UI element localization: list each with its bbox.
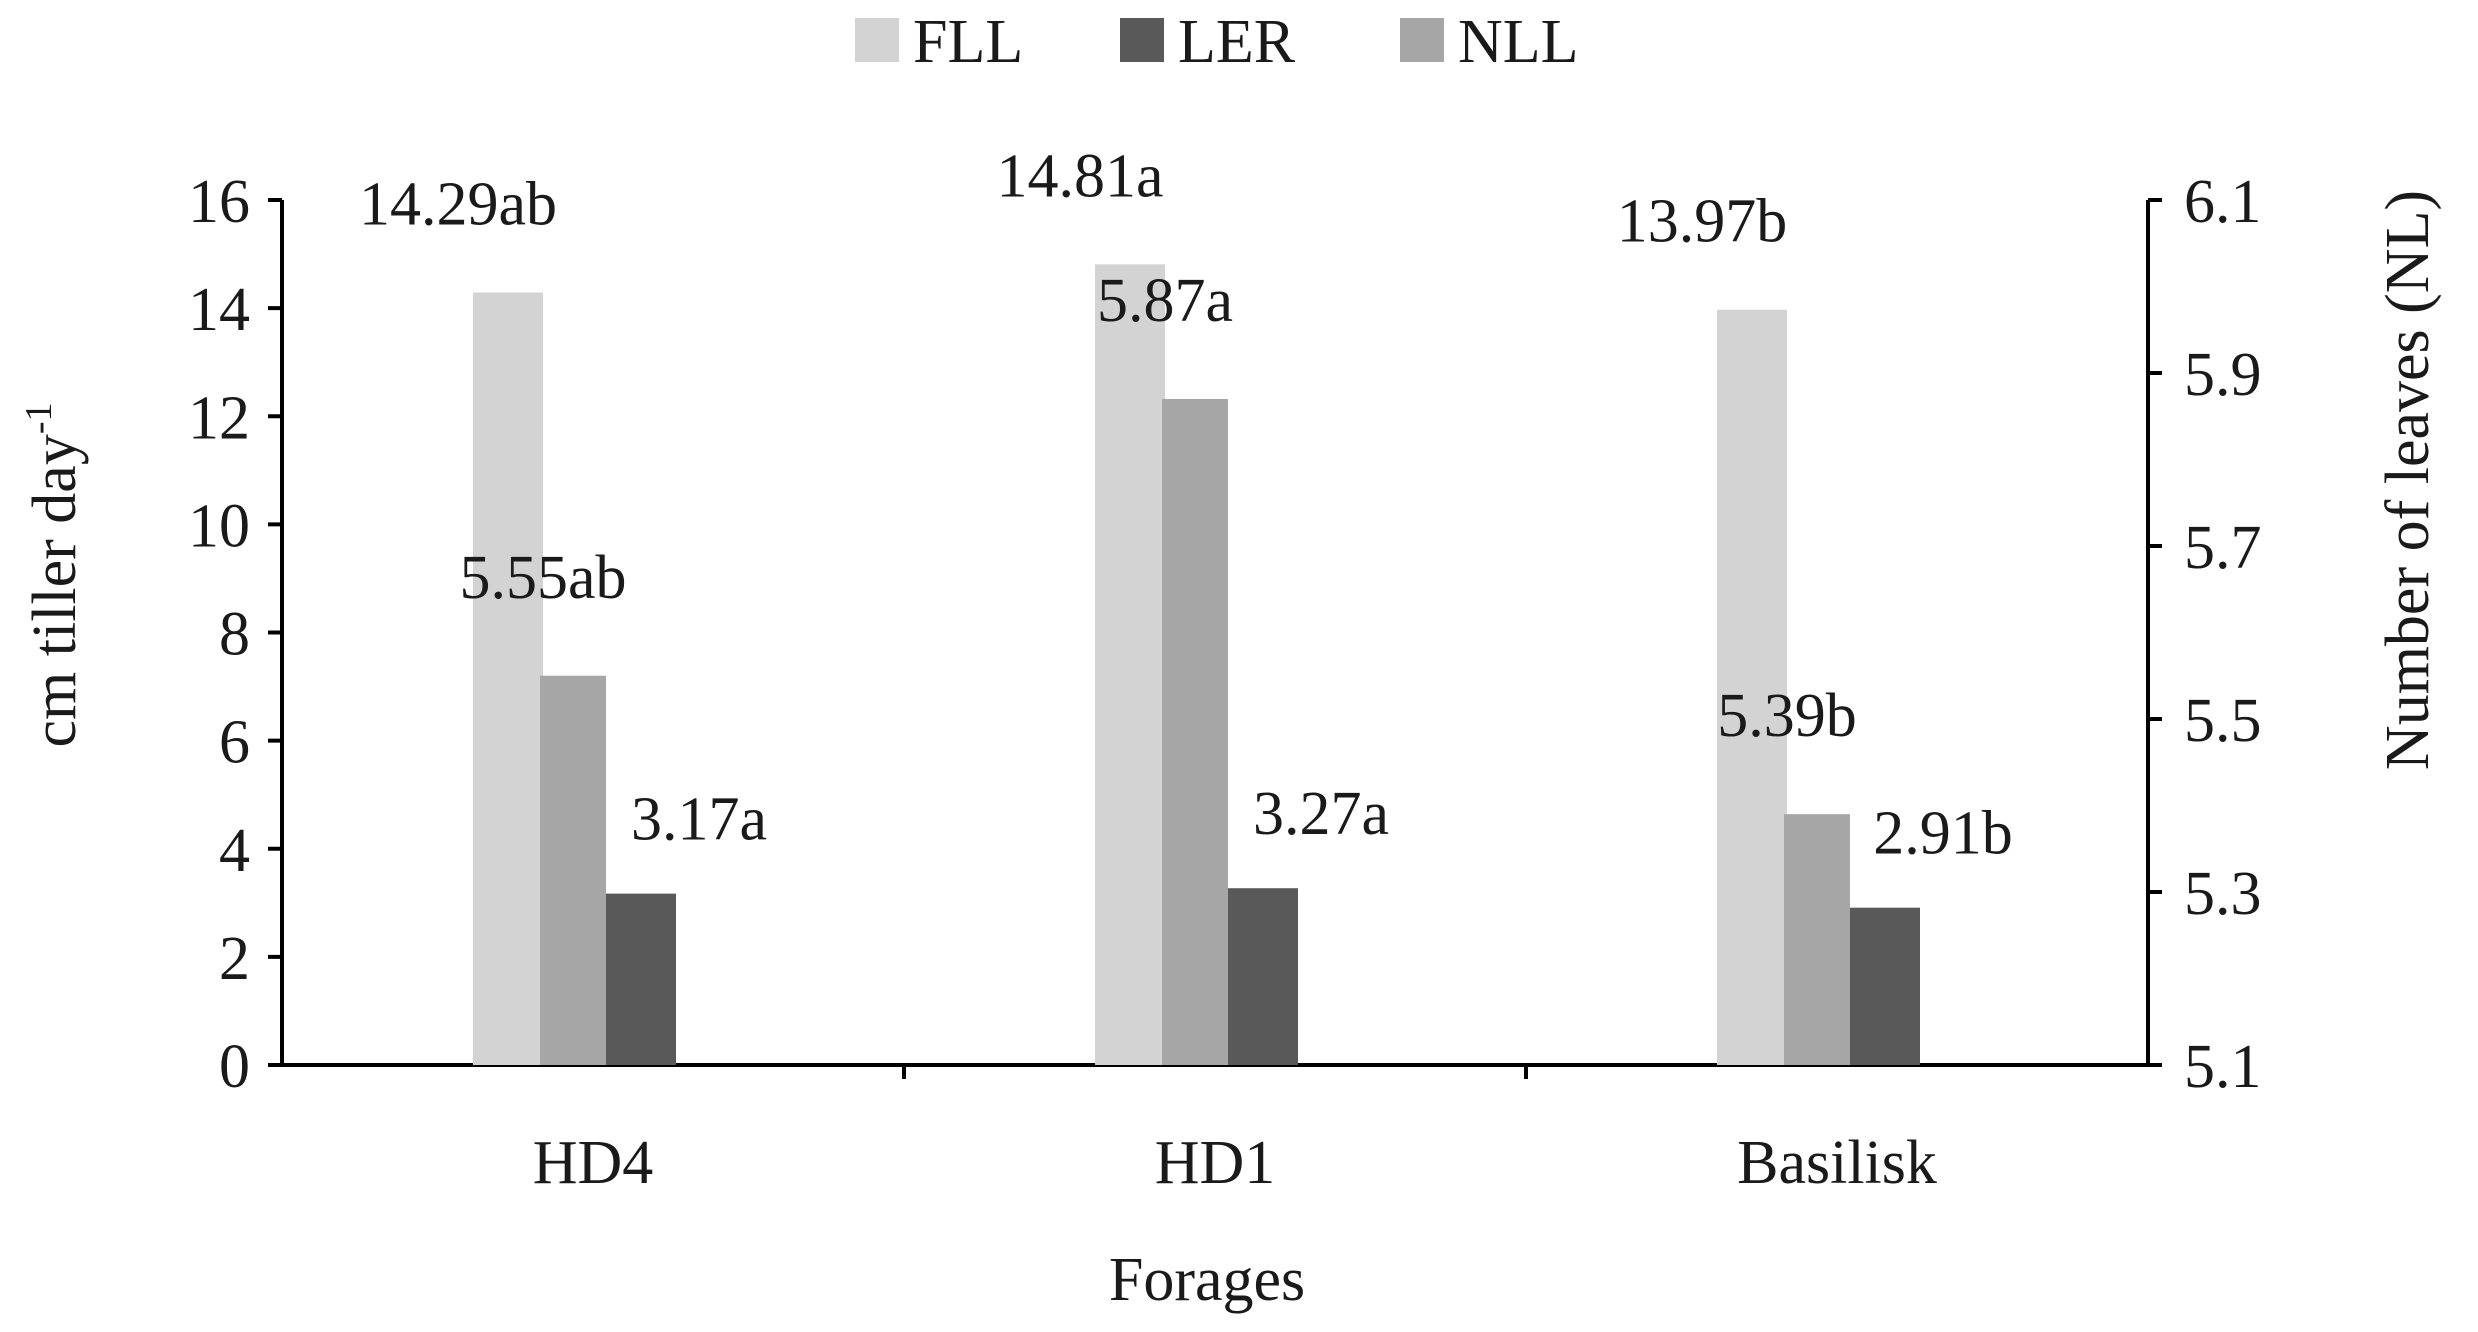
x-tick-label-hd4: HD4 [533, 1129, 654, 1197]
data-label-ler-hd4: 3.17a [631, 786, 767, 854]
y-left-tick-label: 12 [188, 384, 250, 452]
data-label-fll-basilisk: 13.97b [1617, 188, 1788, 256]
y-left-tick-label: 6 [219, 709, 250, 777]
data-label-ler-hd1: 3.27a [1253, 780, 1389, 848]
bar-ler-basilisk [1850, 907, 1920, 1065]
y-right-tick-label: 5.5 [2184, 687, 2262, 755]
bar-ler-hd4 [606, 893, 676, 1065]
y-left-tick-label: 8 [219, 601, 250, 669]
y-right-tick-label: 6.1 [2184, 168, 2262, 236]
y-left-tick-label: 10 [188, 492, 250, 560]
bar-nll-basilisk [1784, 814, 1850, 1065]
axes: 0 2 4 6 8 10 12 14 16 5.1 5.3 5.5 5.7 5.9 6.1 HD4 HD1 Bas… [188, 168, 2262, 1197]
y-right-tick-label: 5.3 [2184, 860, 2262, 928]
y-axis-left-title: cm tiller day-1 [18, 403, 89, 748]
data-labels: 14.29ab 14.81a 13.97b 5.55ab 5.87a 5.39b 3.17a… [359, 142, 2013, 867]
y-axis-right-title: Number of leaves (NL) [2374, 190, 2442, 770]
legend-label-nll: NLL [1458, 8, 1579, 76]
y-axis-left-title-sup: -1 [18, 403, 60, 435]
data-label-nll-hd4: 5.55ab [459, 544, 626, 612]
legend-label-fll: FLL [913, 8, 1023, 76]
bar-fll-basilisk [1717, 309, 1787, 1065]
y-right-tick-label: 5.1 [2184, 1033, 2262, 1101]
legend-swatch-ler [1120, 18, 1164, 62]
y-left-tick-label: 4 [219, 817, 250, 885]
data-label-nll-hd1: 5.87a [1097, 267, 1233, 335]
x-tick-label-hd1: HD1 [1155, 1129, 1276, 1197]
legend-swatch-fll [855, 18, 899, 62]
data-label-fll-hd1: 14.81a [996, 142, 1163, 210]
bars [473, 264, 1920, 1066]
y-left-tick-label: 2 [219, 925, 250, 993]
data-label-nll-basilisk: 5.39b [1717, 682, 1857, 750]
bar-fll-hd4 [473, 292, 543, 1065]
legend-swatch-nll [1400, 18, 1444, 62]
bar-fll-hd1 [1095, 264, 1165, 1066]
legend: FLL LER NLL [855, 8, 1579, 76]
x-tick-label-basilisk: Basilisk [1737, 1129, 1937, 1197]
y-left-tick-label: 14 [188, 276, 250, 344]
data-label-ler-basilisk: 2.91b [1873, 800, 2013, 868]
x-axis-title: Forages [1109, 1246, 1305, 1314]
y-right-tick-label: 5.9 [2184, 341, 2262, 409]
bar-ler-hd1 [1228, 888, 1298, 1065]
y-right-tick-label: 5.7 [2184, 514, 2262, 582]
y-left-tick-label: 16 [188, 168, 250, 236]
bar-nll-hd1 [1162, 398, 1228, 1065]
y-axis-left-title-main: cm tiller day [21, 434, 89, 747]
data-label-fll-hd4: 14.29ab [359, 170, 557, 238]
legend-label-ler: LER [1178, 8, 1296, 76]
bar-nll-hd4 [540, 675, 606, 1065]
y-left-tick-label: 0 [219, 1033, 250, 1101]
